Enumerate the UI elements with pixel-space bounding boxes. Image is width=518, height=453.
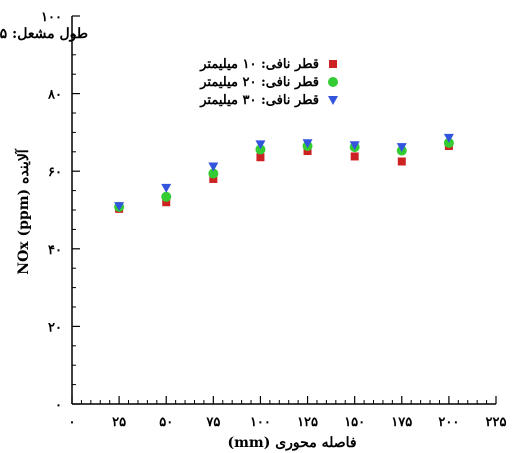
- y-tick-label: ۴۰: [48, 243, 62, 258]
- series-1-point: [350, 152, 359, 161]
- legend-marker-2: [328, 77, 338, 87]
- series-2-point: [255, 144, 266, 155]
- series-2-point: [161, 191, 172, 202]
- x-tick-label: ۲۵: [112, 415, 126, 430]
- series-3-point: [208, 162, 219, 172]
- series-1-point: [256, 153, 265, 162]
- x-tick-label: ۵۰: [159, 415, 173, 430]
- legend-marker-3: [328, 96, 338, 105]
- series-3-point: [443, 133, 454, 143]
- x-tick-label: ۷۵: [205, 415, 220, 430]
- y-tick-label: ۰: [55, 398, 62, 413]
- ticks-layer: ۰ ۲۵ ۵۰ ۷۵ ۱۰۰ ۱۲۵ ۱۵۰ ۱۷۵ ۲۰۰ ۲۲۵ ۰ ۲۰ ۴۰ ۶۰ ۸۰ ۱۰۰: [41, 10, 506, 430]
- legend-label-2: قطر نافی: ۲۰ میلیمتر: [199, 75, 319, 90]
- series-3-point: [114, 202, 125, 212]
- series-3-point: [255, 140, 266, 150]
- series-1-point: [162, 198, 171, 207]
- series-1-point: [397, 157, 406, 166]
- chart-annotation: طول مشعل: ۲۲۵ میلیمتر: [0, 26, 88, 42]
- series-3-point: [161, 183, 172, 193]
- series-2-point: [208, 168, 219, 179]
- x-tick-label: ۲۲۵: [486, 415, 507, 430]
- series-1-point: [209, 174, 218, 183]
- x-tick-label: ۱۷۵: [391, 415, 412, 430]
- x-tick-label: ۲۰۰: [438, 415, 459, 430]
- x-axis-label: فاصله محوری (mm): [227, 435, 356, 451]
- series-3-point: [396, 143, 407, 153]
- series-1-point: [303, 147, 312, 156]
- x-tick-label: ۱۰۰: [250, 415, 271, 430]
- y-tick-label: ۲۰: [48, 320, 62, 335]
- series-3-point: [349, 141, 360, 151]
- x-tick-label: ۰: [69, 415, 76, 430]
- series-2-point: [443, 137, 454, 148]
- markers-layer: [114, 133, 454, 213]
- legend-marker-1: [329, 60, 337, 68]
- legend: قطر نافی: ۱۰ میلیمتر قطر نافی: ۲۰ میلیمتر…: [199, 57, 338, 108]
- series-3-point: [302, 139, 313, 149]
- y-tick-label: ۱۰۰: [41, 10, 62, 25]
- y-tick-label: ۶۰: [48, 165, 62, 180]
- x-tick-label: ۱۵۰: [344, 415, 365, 430]
- y-tick-label: ۸۰: [47, 88, 62, 103]
- y-axis-label: آلاینده NOx (ppm): [14, 148, 32, 275]
- legend-label-3: قطر نافی: ۳۰ میلیمتر: [199, 93, 319, 108]
- x-tick-label: ۱۲۵: [297, 415, 318, 430]
- legend-label-1: قطر نافی: ۱۰ میلیمتر: [199, 57, 319, 72]
